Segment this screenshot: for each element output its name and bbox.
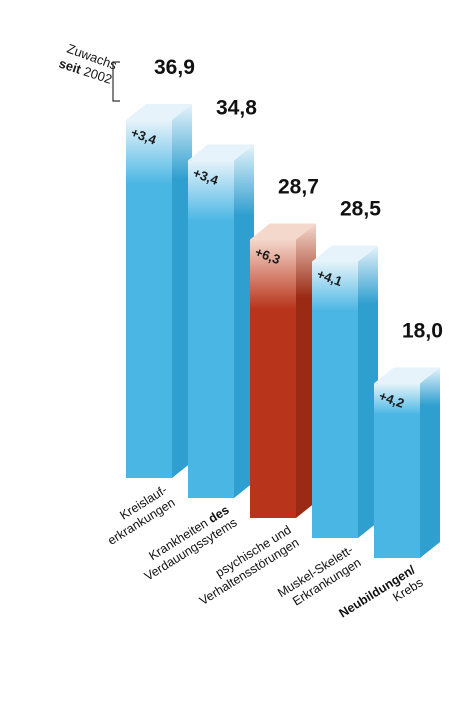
bar-front-face: [312, 261, 358, 538]
bar-front-face: [250, 239, 296, 519]
bar-top-face: [250, 223, 316, 240]
value-label: 28,7: [278, 176, 319, 199]
bar-1: [126, 104, 192, 478]
legend: Zuwachs seit 2002: [57, 41, 120, 102]
bar-side-face: [172, 104, 192, 478]
bar-top-face: [312, 245, 378, 262]
bar-side-face: [234, 144, 254, 499]
bar-side-face: [420, 367, 440, 558]
value-label: 18,0: [402, 319, 443, 342]
bar-side-face: [296, 223, 316, 519]
bar-top-face: [126, 104, 192, 120]
value-label: 36,9: [154, 56, 195, 79]
bar-front-face: [188, 160, 234, 499]
value-label: 34,8: [216, 96, 257, 119]
bar-top-face: [188, 144, 254, 161]
bar-2: [188, 144, 254, 499]
bar-side-face: [358, 245, 378, 538]
bar-front-face: [126, 120, 172, 478]
bar-4: [312, 245, 378, 538]
legend-bracket: [112, 61, 120, 102]
bar-3: [250, 223, 316, 519]
bars-group: [126, 104, 440, 558]
bar-top-face: [374, 367, 440, 384]
value-label: 28,5: [340, 197, 381, 220]
bar-5: [374, 367, 440, 558]
category-label: Kreislauf-erkrankungen: [97, 483, 177, 548]
bar-front-face: [374, 383, 420, 558]
